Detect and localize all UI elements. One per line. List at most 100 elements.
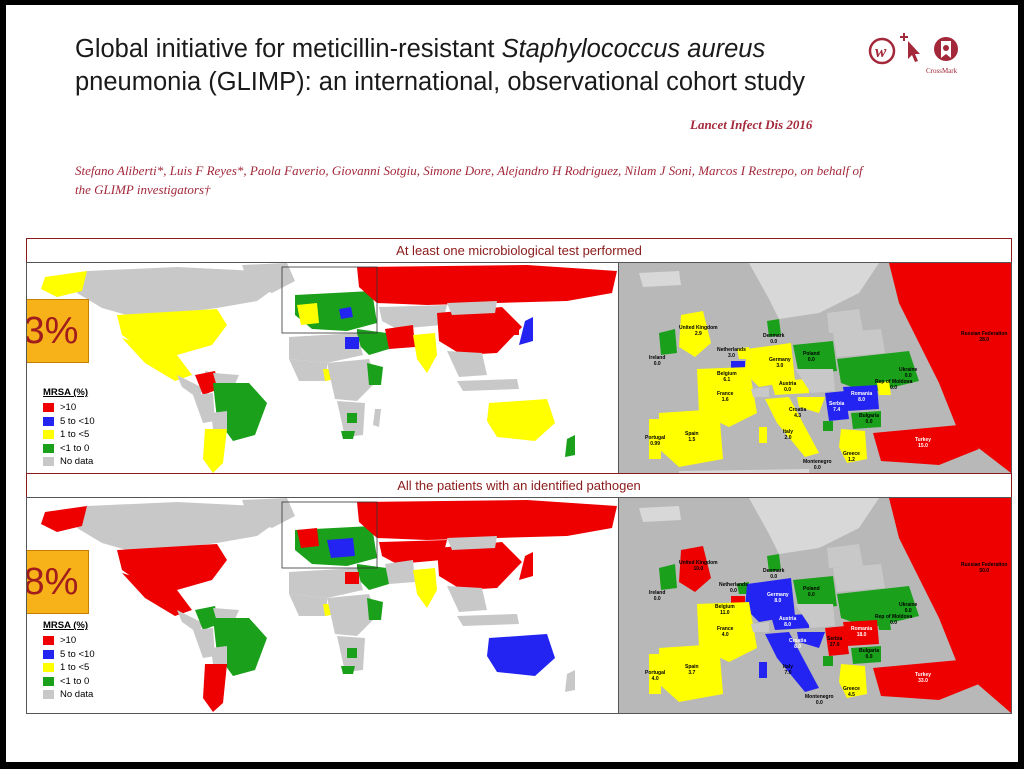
label-croatia: Croatia 8.0 — [789, 638, 806, 650]
legend-swatch — [43, 457, 54, 467]
country-name: Ukraine — [899, 367, 918, 373]
indonesia-region — [457, 379, 519, 391]
label-montenegro: Montenegro 0.0 — [805, 694, 834, 706]
country-name: Turkey — [915, 672, 932, 678]
russia-eu-region — [889, 498, 1011, 713]
croatia-region — [797, 397, 825, 413]
ukraine-region — [837, 351, 919, 393]
logo-icons: w — [868, 33, 958, 65]
label-turkey: Turkey 33.0 — [915, 672, 931, 684]
country-name: Denmark — [763, 333, 785, 339]
label-denmark: Denmark 0.0 — [763, 568, 784, 580]
bolivia-region — [211, 411, 227, 429]
iran-region — [385, 560, 415, 584]
country-name: Netherlands — [719, 582, 748, 588]
peru-region — [193, 393, 215, 423]
turkey-region — [873, 425, 979, 465]
africa-green-spot-2 — [341, 431, 355, 439]
africa-green-spot-1 — [347, 413, 357, 423]
country-name: Spain — [685, 664, 699, 670]
country-name: Germany — [767, 592, 789, 598]
country-name: Italy — [783, 664, 794, 670]
country-name: France — [717, 391, 734, 397]
legend-swatch — [43, 416, 54, 426]
west-africa-region — [289, 594, 327, 616]
country-name: Montenegro — [805, 694, 834, 700]
label-ukraine: Ukraine 0.0 — [899, 367, 917, 379]
turkey-region — [873, 660, 979, 700]
germany-region — [745, 578, 795, 622]
country-value: 8.0 — [858, 397, 866, 403]
label-italy: Italy 2.0 — [783, 429, 793, 441]
czech-hungary-region — [795, 604, 835, 628]
country-value: 0.0 — [807, 592, 815, 598]
country-name: Portugal — [645, 435, 666, 441]
se-asia-region — [447, 586, 487, 612]
central-america-region — [177, 375, 203, 399]
montenegro-region — [823, 656, 833, 666]
label-montenegro: Montenegro 0.0 — [803, 459, 832, 471]
central-africa-region — [327, 594, 377, 636]
legend-swatch — [43, 403, 54, 413]
country-name: France — [717, 626, 734, 632]
mexico-region — [122, 573, 192, 616]
label-bulgaria: Bulgaria 0.0 — [859, 413, 879, 425]
label-netherlands: Netherlands 0.0 — [719, 582, 748, 594]
india-region — [413, 568, 437, 608]
country-name: Germany — [769, 357, 791, 363]
country-value: 3.7 — [688, 670, 696, 676]
country-value: 0.0 — [729, 588, 737, 594]
legend-item: 1 to <5 — [43, 661, 95, 675]
author-list: Stefano Aliberti*, Luis F Reyes*, Paola … — [75, 163, 863, 197]
legend-item: No data — [43, 688, 95, 702]
country-value: 7.0 — [784, 670, 792, 676]
belarus-region — [833, 564, 885, 592]
legend-panel1: MRSA (%) >10 5 to <10 1 to <5 <1 to 0 No… — [43, 387, 95, 469]
iran-region — [385, 325, 415, 349]
legend-title: MRSA (%) — [43, 387, 89, 398]
australia-region — [487, 634, 555, 676]
europe-inset-frame — [281, 266, 378, 334]
label-poland: Poland 0.0 — [803, 586, 820, 598]
country-name: Bulgaria — [859, 648, 880, 654]
usa-region — [117, 309, 227, 355]
europe-inset-frame — [281, 501, 378, 569]
legend-label: No data — [60, 689, 94, 701]
mongolia-region — [447, 536, 497, 550]
country-value: 28.0 — [979, 337, 990, 343]
country-name: Poland — [803, 586, 820, 592]
title-text-1: Global initiative for meticillin-resista… — [75, 35, 502, 63]
legend-swatch — [43, 676, 54, 686]
country-value: 11.0 — [720, 610, 730, 616]
alaska-region — [41, 506, 87, 532]
legend-swatch — [43, 443, 54, 453]
label-france: France 1.6 — [717, 391, 733, 403]
world-map-svg — [41, 263, 617, 473]
label-belgium: Belgium 11.0 — [715, 604, 735, 616]
country-name: Portugal — [645, 670, 666, 676]
netherlands-region — [737, 582, 749, 594]
argentina-region — [203, 429, 227, 473]
country-value: 4.5 — [848, 692, 855, 698]
country-value: 0.0 — [770, 339, 778, 345]
kazakhstan-region — [379, 305, 447, 329]
label-serbia: Serbia 27.0 — [827, 636, 842, 648]
country-name: Denmark — [763, 568, 785, 574]
mexico-region — [122, 338, 192, 381]
serbia-region — [825, 391, 849, 421]
prevalence-box-3pct: 3% — [27, 299, 89, 363]
legend-swatch — [43, 663, 54, 673]
label-bulgaria: Bulgaria 0.0 — [859, 648, 879, 660]
legend-label: 5 to <10 — [60, 415, 95, 427]
country-name: Croatia — [789, 638, 807, 644]
label-portugal: Portugal 0.99 — [645, 435, 665, 447]
country-name: Greece — [843, 451, 860, 457]
label-belgium: Belgium 6.1 — [717, 371, 737, 383]
spain-region — [659, 409, 723, 467]
scandinavia-region — [749, 263, 879, 319]
se-asia-region — [447, 351, 487, 377]
moldova-region — [877, 381, 891, 395]
italy-region — [765, 632, 819, 692]
north-africa-region — [289, 333, 363, 363]
country-value: 0.0 — [890, 620, 898, 626]
